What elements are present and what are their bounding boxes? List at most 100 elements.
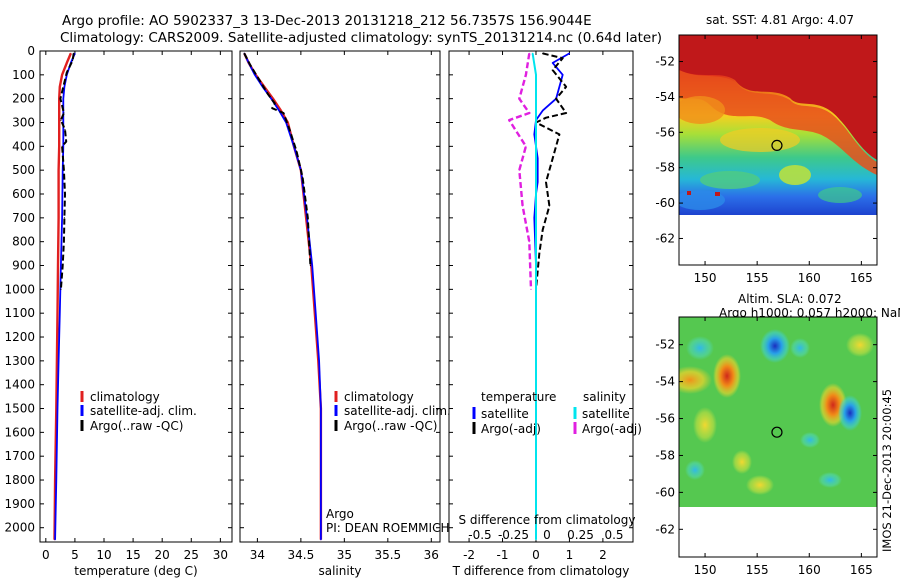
data-point: [58, 145, 60, 147]
data-point: [568, 52, 571, 55]
data-point: [535, 288, 537, 290]
data-point: [565, 112, 567, 114]
data-point: [278, 110, 280, 112]
x-tick-label: 10: [96, 548, 111, 562]
legend-label: Argo(-adj): [582, 422, 642, 436]
data-point: [542, 110, 544, 112]
data-point: [545, 181, 547, 183]
x-tick-label: 34: [250, 548, 265, 562]
y-tick-label: 600: [12, 187, 35, 201]
data-point: [535, 479, 537, 481]
data-point: [508, 119, 510, 121]
y-tick-label: 200: [12, 92, 35, 106]
y-tick-label: 700: [12, 211, 35, 225]
y-tick-label: 1000: [4, 282, 35, 296]
data-point: [58, 169, 60, 171]
y-tick-label: 100: [12, 68, 35, 82]
x-tick-label: 36: [424, 548, 439, 562]
series-line: [243, 53, 322, 540]
data-point: [307, 217, 309, 219]
data-point: [535, 121, 537, 124]
data-point: [320, 407, 322, 410]
data-point: [282, 112, 285, 114]
data-point: [525, 145, 527, 147]
panel-frame-temperature-profile: [39, 50, 233, 543]
x-axis-label: salinity: [318, 564, 361, 578]
data-point: [72, 59, 74, 62]
data-point: [528, 112, 530, 114]
data-point: [528, 52, 530, 55]
map-frame-sla-map: [678, 316, 878, 558]
data-point: [535, 193, 537, 195]
y-tick-label: 1300: [4, 354, 35, 368]
float-position-marker: [771, 139, 783, 151]
data-point: [530, 288, 532, 290]
x-tick-label: 20: [155, 548, 170, 562]
data-point: [542, 52, 544, 55]
data-point: [61, 74, 63, 76]
y-tick-label: 300: [12, 116, 35, 130]
data-point: [552, 157, 554, 159]
data-point: [65, 141, 67, 143]
data-point: [535, 74, 537, 76]
data-point: [62, 98, 64, 100]
y-tick-label: 1500: [4, 402, 35, 416]
y-tick-label: 1200: [4, 330, 35, 344]
data-point: [535, 539, 537, 541]
data-point: [270, 98, 272, 100]
x-tick-label: 25: [184, 548, 199, 562]
x-tick-label: 2: [599, 548, 607, 562]
map-y-tick-label: -60: [655, 196, 675, 210]
map-x-tick-label: 155: [746, 563, 769, 577]
data-point: [58, 217, 60, 219]
data-point: [532, 52, 534, 55]
y-tick-label: 900: [12, 259, 35, 273]
data-point: [271, 107, 273, 109]
data-point: [63, 217, 65, 219]
data-point: [295, 150, 298, 152]
data-point: [535, 384, 537, 386]
legend-group-title: salinity: [583, 390, 626, 404]
data-point: [545, 117, 547, 119]
map-y-tick-label: -56: [655, 412, 675, 426]
figure-title-line-1: Argo profile: AO 5902337_3 13-Dec-2013 2…: [62, 13, 592, 29]
annotation-argo: Argo: [326, 507, 354, 521]
data-point: [66, 71, 68, 74]
map-x-tick-label: 150: [694, 563, 717, 577]
map-x-tick-label: 160: [798, 563, 821, 577]
data-point: [533, 217, 535, 219]
series-line: [243, 52, 323, 540]
data-point: [311, 264, 313, 267]
figure-title-line-2: Climatology: CARS2009. Satellite-adjuste…: [60, 30, 663, 46]
map-y-tick-label: -52: [655, 338, 675, 352]
data-point: [542, 229, 544, 231]
legend-group-title: temperature: [481, 390, 556, 404]
data-point: [59, 98, 62, 100]
map-y-tick-label: -62: [655, 231, 675, 245]
data-point: [54, 539, 56, 541]
map-y-tick-label: -62: [655, 522, 675, 536]
data-point: [55, 479, 57, 481]
series-line: [243, 52, 312, 266]
data-point: [60, 119, 62, 121]
legend-label: satellite-adj. clim.: [344, 404, 451, 418]
data-point: [552, 62, 554, 64]
x-tick-label: 34.5: [288, 548, 315, 562]
series-line: [508, 53, 533, 290]
x-axis-label: T difference from climatology: [452, 564, 630, 578]
data-point: [533, 133, 535, 135]
data-point: [522, 205, 524, 207]
data-point: [63, 169, 65, 171]
map-x-tick-label: 155: [746, 271, 769, 285]
data-point: [59, 86, 61, 88]
data-point: [56, 360, 58, 362]
data-point: [61, 145, 63, 147]
y-tick-label: 1800: [4, 473, 35, 487]
data-point: [63, 241, 65, 243]
x-tick-label: 35: [337, 548, 352, 562]
x-tick-label-S: 0.5: [604, 528, 623, 542]
data-point: [59, 312, 61, 314]
data-point: [548, 205, 551, 207]
x-tick-label: 5: [71, 548, 79, 562]
legend-label: Argo(-adj): [481, 422, 541, 436]
